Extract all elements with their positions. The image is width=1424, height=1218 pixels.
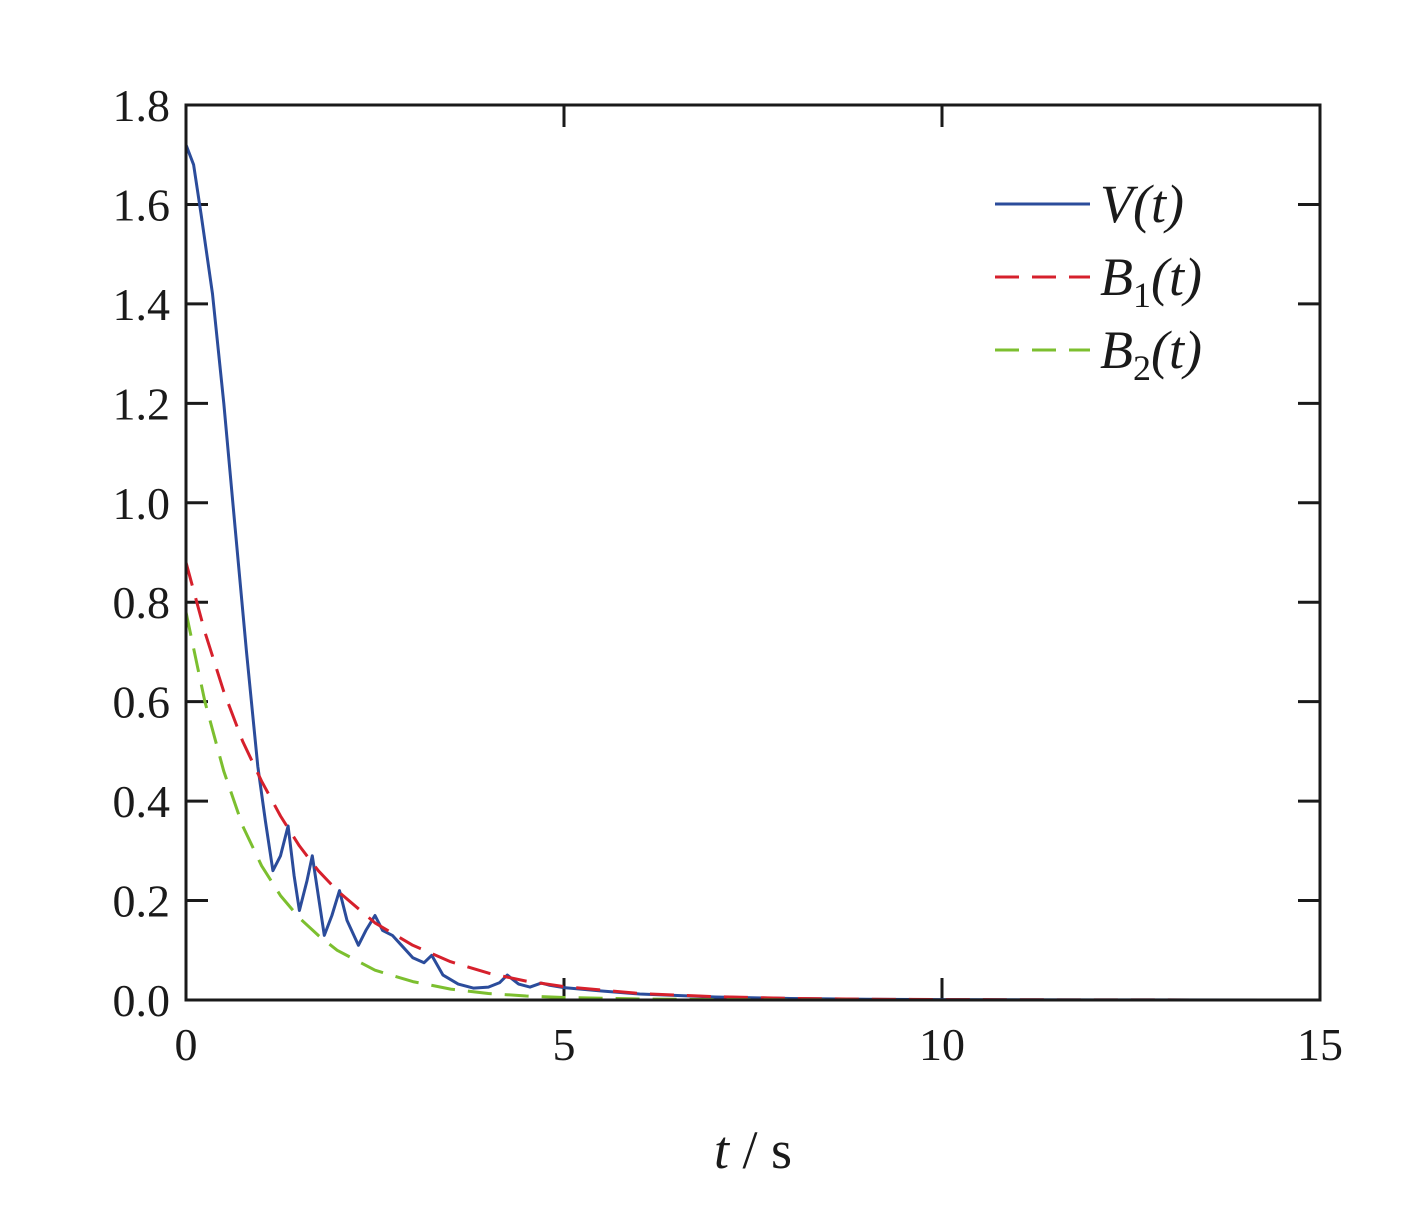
y-tick-label: 1.8 — [113, 80, 171, 131]
y-tick-label: 0.6 — [113, 677, 171, 728]
ticks-layer — [184, 103, 1322, 1002]
x-tick-label: 0 — [175, 1019, 198, 1070]
legend-label-1: V(t) — [1100, 174, 1184, 234]
x-axis-var: t — [714, 1120, 731, 1180]
y-tick-label: 0.4 — [113, 776, 171, 827]
legend-label-3: B2(t) — [1100, 320, 1202, 388]
legend: V(t) B1(t)B2(t) — [995, 174, 1202, 388]
plot-frame — [184, 103, 1322, 1002]
y-tick-label: 1.2 — [113, 378, 171, 429]
x-tick-label: 5 — [553, 1019, 576, 1070]
y-tick-label: 1.4 — [113, 279, 171, 330]
x-tick-label: 10 — [919, 1019, 965, 1070]
y-tick-label: 0.0 — [113, 975, 171, 1026]
legend-label-2: B1(t) — [1100, 247, 1202, 315]
y-tick-label: 0.2 — [113, 876, 171, 927]
x-tick-label: 15 — [1297, 1019, 1343, 1070]
tick-labels: 0 5 10 15 0.0 0.2 0.4 0.6 0.8 1.0 1.2 1.4 1.6 1.8 — [113, 80, 1344, 1070]
y-tick-label: 1.0 — [113, 478, 171, 529]
y-tick-label: 0.8 — [113, 577, 171, 628]
x-axis-sep: / — [729, 1120, 771, 1180]
x-axis-unit: s — [771, 1120, 792, 1180]
series-line-2 — [184, 562, 1321, 1002]
series-layer — [184, 144, 1321, 1002]
y-tick-label: 1.6 — [113, 179, 171, 230]
x-axis-label: t / s — [714, 1120, 792, 1180]
series-line-1 — [184, 144, 1321, 1002]
